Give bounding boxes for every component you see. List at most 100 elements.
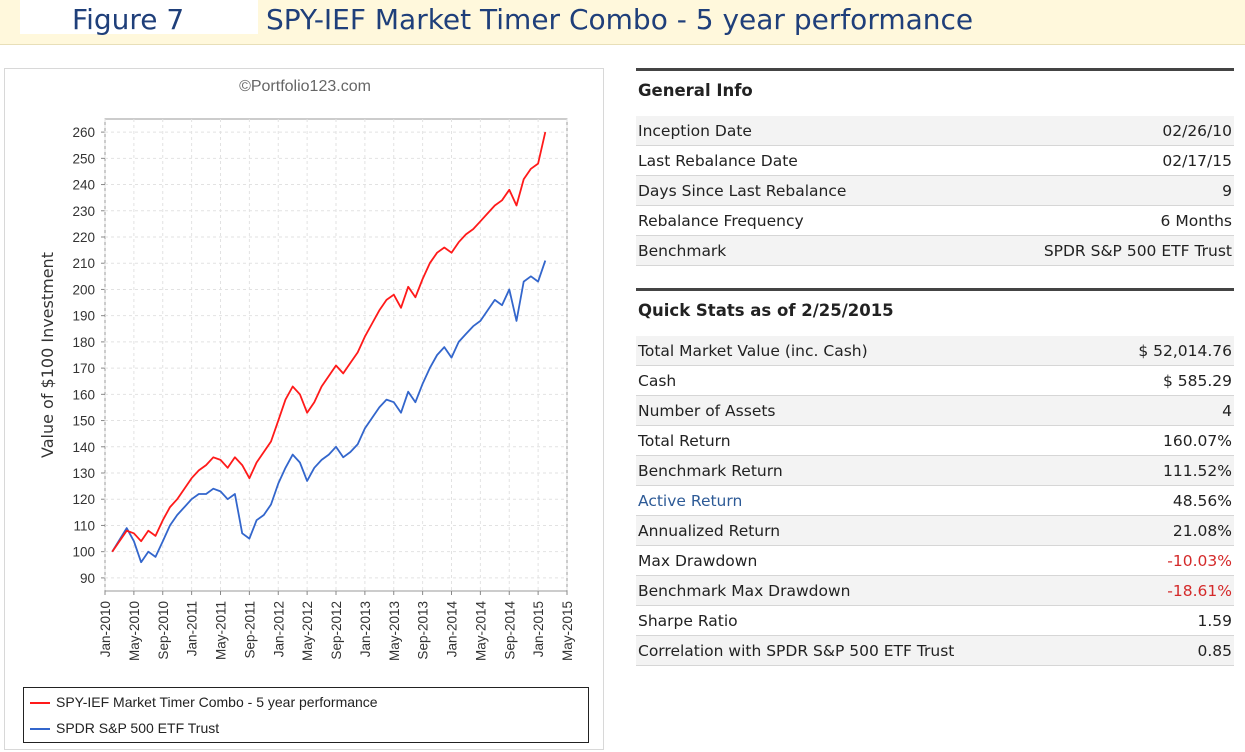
x-tick-label: Jan-2010 <box>98 601 113 657</box>
x-tick-label: Jan-2014 <box>445 601 460 658</box>
stat-label: Total Market Value (inc. Cash) <box>638 341 868 360</box>
chart-watermark: ©Portfolio123.com <box>239 78 371 95</box>
x-tick-label: May-2010 <box>127 601 142 661</box>
stat-row: Benchmark SPDR S&P 500 ETF Trust <box>636 236 1234 266</box>
series-line-benchmark <box>111 260 547 564</box>
figure-title: SPY-IEF Market Timer Combo - 5 year perf… <box>266 3 974 36</box>
y-axis-label: Value of $100 Investment <box>38 252 57 458</box>
x-tick-label: Jan-2015 <box>531 601 546 657</box>
y-tick-label: 220 <box>72 230 95 245</box>
stat-value: $ 52,014.76 <box>1138 341 1232 360</box>
legend-swatch-blue <box>30 728 50 731</box>
figure-banner: Figure 7 SPY-IEF Market Timer Combo - 5 … <box>0 0 1245 45</box>
stat-label: Days Since Last Rebalance <box>638 181 847 200</box>
stat-label: Benchmark Max Drawdown <box>638 581 851 600</box>
x-tick-label: Jan-2013 <box>358 601 373 657</box>
stat-row: Total Return 160.07% <box>636 426 1234 456</box>
stat-label: Inception Date <box>638 121 752 140</box>
y-tick-label: 110 <box>73 518 95 533</box>
general-info-section: General Info Inception Date 02/26/10 Last … <box>636 68 1234 266</box>
stat-value: SPDR S&P 500 ETF Trust <box>1043 241 1232 260</box>
stat-value: 160.07% <box>1163 431 1232 450</box>
stat-label: Last Rebalance Date <box>638 151 798 170</box>
general-info-title: General Info <box>638 81 753 100</box>
legend-swatch-red <box>30 702 50 705</box>
stat-value: 6 Months <box>1160 211 1232 230</box>
y-tick-label: 200 <box>72 282 95 297</box>
stat-value: 0.85 <box>1197 641 1232 660</box>
stat-value: $ 585.29 <box>1162 371 1232 390</box>
stat-row: Correlation with SPDR S&P 500 ETF Trust 0… <box>636 636 1234 666</box>
x-tick-label: May-2013 <box>387 601 402 661</box>
stat-label: Correlation with SPDR S&P 500 ETF Trust <box>638 641 955 660</box>
stat-value: 4 <box>1222 401 1232 420</box>
stat-label: Total Return <box>638 431 731 450</box>
y-tick-label: 150 <box>72 414 95 429</box>
stat-row: Cash $ 585.29 <box>636 366 1234 396</box>
stat-row: Last Rebalance Date 02/17/15 <box>636 146 1234 176</box>
stat-row: Inception Date 02/26/10 <box>636 116 1234 146</box>
stat-value: 02/26/10 <box>1162 121 1232 140</box>
y-tick-label: 130 <box>72 466 95 481</box>
stats-panel: General Info Inception Date 02/26/10 Last … <box>636 68 1234 666</box>
stat-label: Number of Assets <box>638 401 776 420</box>
stat-label: Annualized Return <box>638 521 781 540</box>
legend-item-strategy: SPY-IEF Market Timer Combo - 5 year perf… <box>30 694 378 710</box>
stat-label: Cash <box>638 371 677 390</box>
y-tick-label: 140 <box>72 440 95 455</box>
stat-value: 02/17/15 <box>1162 151 1232 170</box>
legend-label-strategy: SPY-IEF Market Timer Combo - 5 year perf… <box>56 694 378 710</box>
x-tick-label: Sep-2013 <box>416 601 431 660</box>
y-tick-label: 190 <box>72 309 95 324</box>
x-tick-label: May-2011 <box>214 601 229 660</box>
stat-value: 21.08% <box>1172 521 1232 540</box>
stat-value: 111.52% <box>1163 461 1232 480</box>
quick-stats-table: Total Market Value (inc. Cash) $ 52,014.7… <box>636 336 1234 666</box>
stat-label: Rebalance Frequency <box>638 211 804 230</box>
stat-label: Max Drawdown <box>638 551 758 570</box>
x-tick-label: Sep-2011 <box>242 601 257 659</box>
chart-legend: SPY-IEF Market Timer Combo - 5 year perf… <box>23 687 589 743</box>
stat-value: -10.03% <box>1167 551 1232 570</box>
y-tick-label: 100 <box>72 545 95 560</box>
y-tick-label: 170 <box>72 361 95 376</box>
general-info-table: Inception Date 02/26/10 Last Rebalance Dat… <box>636 116 1234 266</box>
y-tick-label: 180 <box>72 335 95 350</box>
stat-row: Total Market Value (inc. Cash) $ 52,014.7… <box>636 336 1234 366</box>
y-tick-label: 240 <box>72 178 95 193</box>
stat-label: Sharpe Ratio <box>638 611 738 630</box>
stat-label: Benchmark Return <box>638 461 783 480</box>
stat-row: Number of Assets 4 <box>636 396 1234 426</box>
legend-item-benchmark: SPDR S&P 500 ETF Trust <box>30 720 219 736</box>
y-tick-label: 250 <box>72 151 95 166</box>
stat-value: 48.56% <box>1172 491 1232 510</box>
y-tick-label: 120 <box>72 492 95 507</box>
figure-label: Figure 7 <box>20 0 258 36</box>
x-tick-label: Sep-2010 <box>156 601 171 660</box>
stat-row: Annualized Return 21.08% <box>636 516 1234 546</box>
stat-value: 9 <box>1222 181 1232 200</box>
stat-label: Benchmark <box>638 241 727 260</box>
stat-value: -18.61% <box>1167 581 1232 600</box>
y-tick-label: 210 <box>72 256 95 271</box>
stat-row: Rebalance Frequency 6 Months <box>636 206 1234 236</box>
x-tick-label: Jan-2012 <box>271 601 286 657</box>
x-tick-label: Jan-2011 <box>185 601 200 656</box>
y-tick-label: 90 <box>80 571 95 586</box>
stat-label[interactable]: Active Return <box>638 491 743 510</box>
stat-row: Sharpe Ratio 1.59 <box>636 606 1234 636</box>
stat-row: Benchmark Return 111.52% <box>636 456 1234 486</box>
series-line-strategy <box>111 131 547 553</box>
stat-value: 1.59 <box>1197 611 1232 630</box>
stat-row: Active Return 48.56% <box>636 486 1234 516</box>
x-tick-label: Sep-2014 <box>502 601 517 660</box>
performance-chart: ©Portfolio123.com 90 100 110 120 130 140 150 160… <box>38 78 575 661</box>
y-tick-label: 260 <box>72 125 95 140</box>
quick-stats-title: Quick Stats as of 2/25/2015 <box>638 301 894 320</box>
quick-stats-section: Quick Stats as of 2/25/2015 Total Market… <box>636 288 1234 666</box>
stat-row: Max Drawdown -10.03% <box>636 546 1234 576</box>
chart-panel: ©Portfolio123.com 90 100 110 120 130 140 150 160… <box>4 68 604 750</box>
y-tick-label: 160 <box>72 387 95 402</box>
stat-row: Days Since Last Rebalance 9 <box>636 176 1234 206</box>
stat-row: Benchmark Max Drawdown -18.61% <box>636 576 1234 606</box>
